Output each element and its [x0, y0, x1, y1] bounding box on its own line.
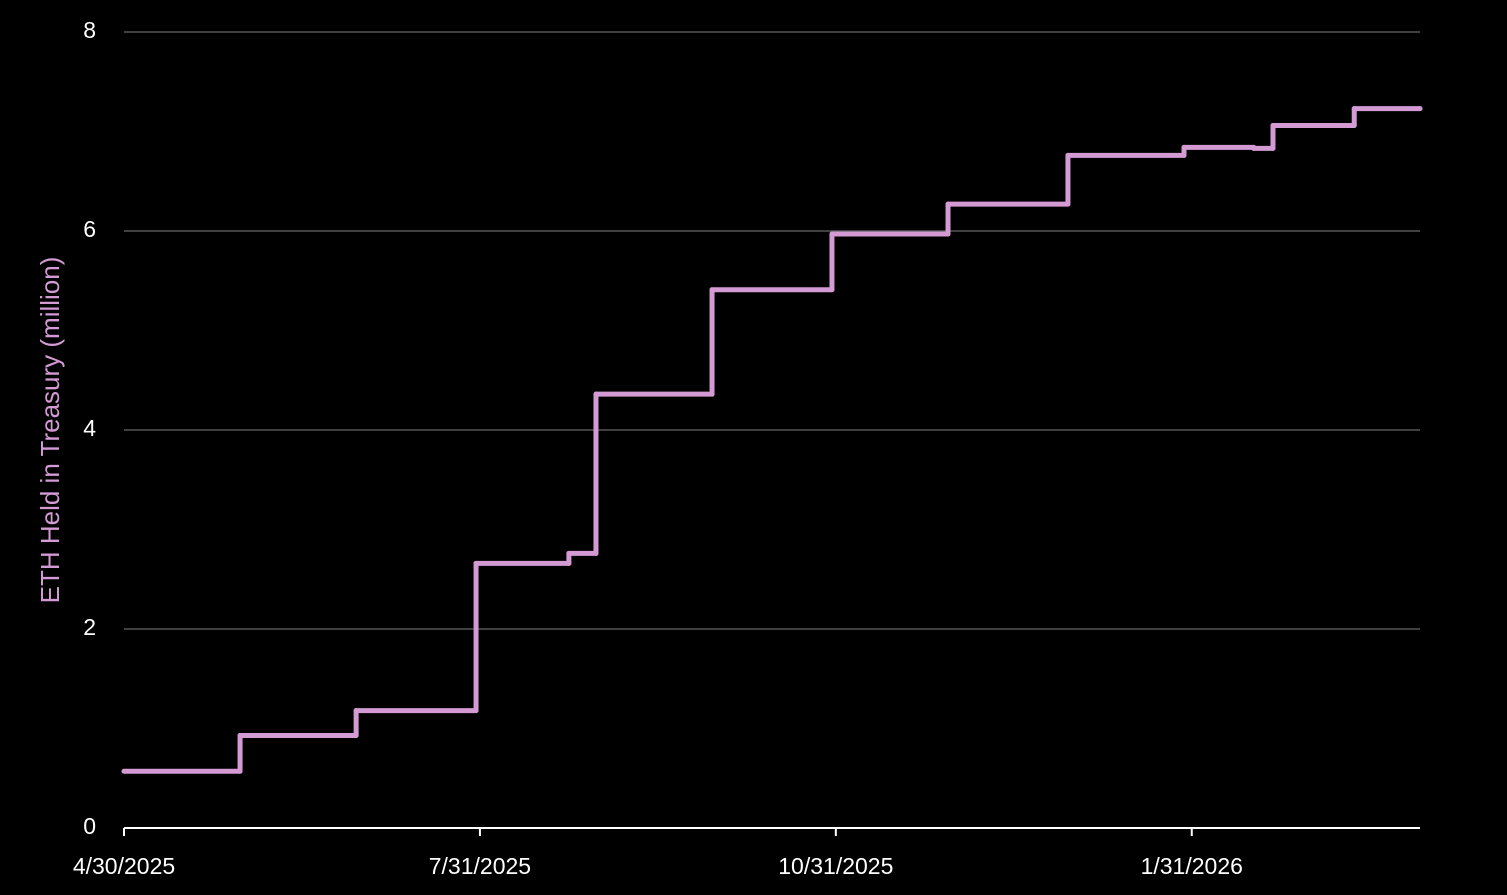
y-tick-label: 6 — [83, 216, 96, 242]
x-tick-label: 4/30/2025 — [73, 853, 175, 879]
y-tick-label: 8 — [83, 17, 96, 43]
y-tick-label: 0 — [83, 813, 96, 839]
x-tick-label: 10/31/2025 — [778, 853, 893, 879]
y-axis-label: ETH Held in Treasury (million) — [35, 257, 65, 604]
x-tick-label: 7/31/2025 — [429, 853, 531, 879]
y-tick-label: 4 — [83, 415, 96, 441]
y-tick-label: 2 — [83, 614, 96, 640]
x-tick-label: 1/31/2026 — [1141, 853, 1243, 879]
